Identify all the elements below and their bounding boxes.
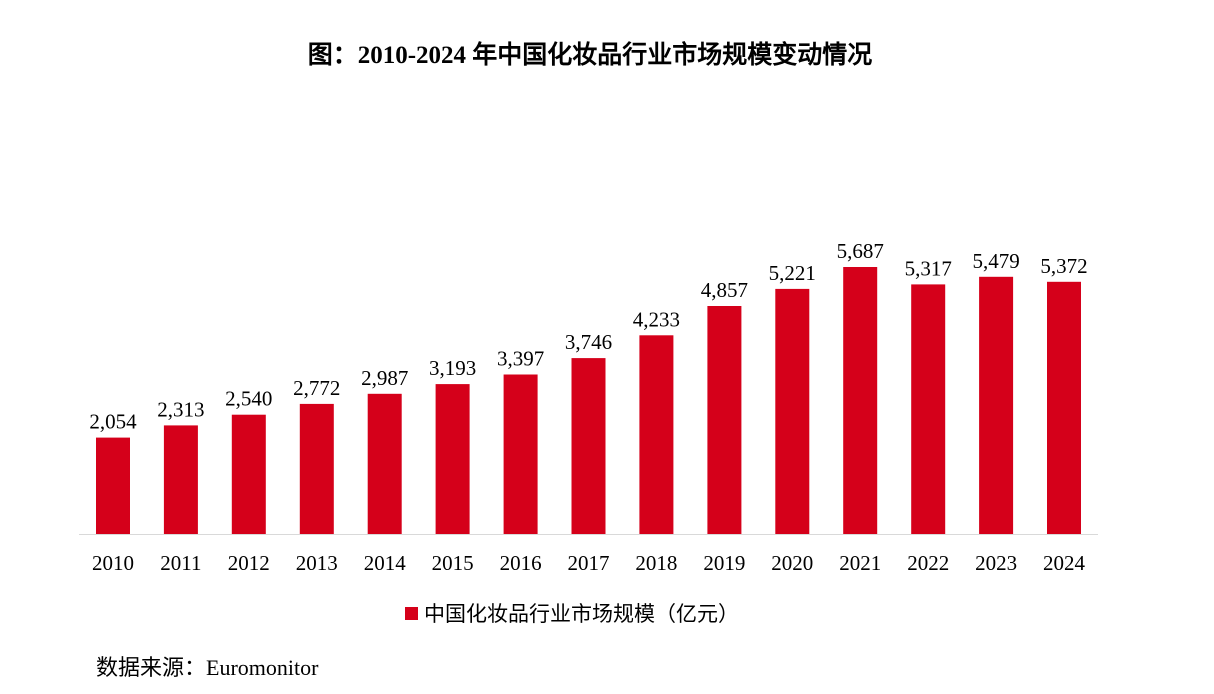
legend-label: 中国化妆品行业市场规模（亿元） (424, 602, 739, 626)
bar-2022 (911, 284, 946, 534)
x-tick-label-2017: 2017 (568, 551, 610, 575)
bar-2023 (979, 276, 1014, 534)
bars-layer (96, 267, 1081, 534)
bar-2019 (707, 306, 742, 534)
bar-2010 (96, 437, 130, 534)
x-tick-label-2020: 2020 (771, 551, 813, 575)
data-labels-layer: 2,054 2,313 2,540 2,772 2,987 3,193 3,397 3,746… (89, 239, 1087, 434)
data-label-2018: 4,233 (633, 307, 680, 331)
x-tick-label-2016: 2016 (500, 551, 542, 575)
x-tick-label-2018: 2018 (635, 551, 677, 575)
x-tick-labels-layer: 2010 2011 2012 2013 2014 2015 2016 2017 2018 2019… (92, 551, 1086, 575)
x-tick-label-2013: 2013 (296, 551, 338, 575)
bar-2015 (435, 384, 470, 534)
data-label-2013: 2,772 (293, 376, 340, 400)
data-label-2021: 5,687 (837, 239, 884, 263)
legend-swatch (405, 606, 418, 620)
data-label-2016: 3,397 (497, 347, 544, 371)
x-tick-label-2010: 2010 (92, 551, 134, 575)
bar-2017 (571, 358, 606, 534)
x-tick-label-2019: 2019 (703, 551, 745, 575)
chart-title: 图：2010-2024 年中国化妆品行业市场规模变动情况 (307, 42, 873, 69)
data-label-2011: 2,313 (157, 397, 204, 421)
data-label-2014: 2,987 (361, 366, 408, 390)
bar-2018 (639, 335, 674, 534)
source-note: 数据来源：Euromonitor (96, 655, 319, 680)
data-label-2012: 2,540 (225, 387, 272, 411)
data-label-2017: 3,746 (565, 330, 612, 354)
bar-2012 (231, 414, 266, 534)
bar-2024 (1047, 281, 1081, 534)
data-label-2010: 2,054 (89, 410, 137, 434)
data-label-2023: 5,479 (972, 249, 1019, 273)
bar-2013 (299, 403, 334, 534)
x-tick-label-2015: 2015 (432, 551, 474, 575)
bar-2021 (843, 267, 878, 534)
x-tick-label-2014: 2014 (364, 551, 407, 575)
data-label-2024: 5,372 (1040, 254, 1087, 278)
data-label-2022: 5,317 (905, 256, 952, 280)
bar-2016 (503, 374, 538, 534)
data-label-2019: 4,857 (701, 278, 748, 302)
bar-2014 (367, 393, 402, 534)
x-tick-label-2011: 2011 (160, 551, 201, 575)
data-label-2020: 5,221 (769, 261, 816, 285)
data-label-2015: 3,193 (429, 356, 476, 380)
x-tick-label-2022: 2022 (907, 551, 949, 575)
x-tick-label-2021: 2021 (839, 551, 881, 575)
bar-2011 (163, 425, 198, 534)
x-tick-label-2024: 2024 (1043, 551, 1086, 575)
legend: 中国化妆品行业市场规模（亿元） (405, 598, 739, 628)
bar-2020 (775, 288, 810, 534)
x-tick-label-2012: 2012 (228, 551, 270, 575)
x-tick-label-2023: 2023 (975, 551, 1017, 575)
